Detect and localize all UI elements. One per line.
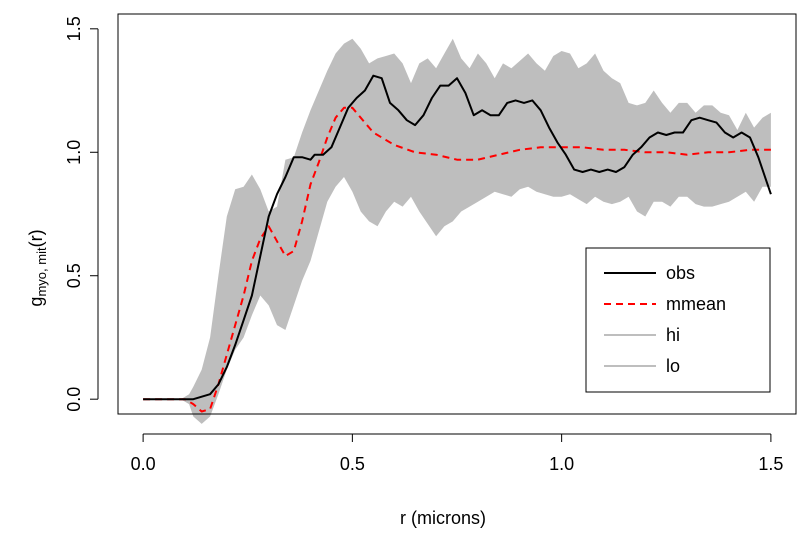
series-layer — [143, 74, 772, 413]
x-axis-label: r (microns) — [400, 508, 486, 528]
x-tick-label: 0.0 — [131, 454, 156, 474]
y-tick-label: 1.0 — [64, 140, 84, 165]
y-axis-label-subscript: myo, mit — [34, 247, 49, 297]
plot-frame — [117, 13, 797, 415]
x-axis: 0.0 0.5 1.0 1.5 — [131, 433, 783, 474]
series-line-obs — [143, 74, 772, 401]
envelope-band — [143, 38, 771, 424]
legend: obs mmean hi lo — [585, 247, 771, 393]
y-axis-label-main: g — [26, 297, 46, 307]
y-axis-label: gmyo, mit(r) — [26, 229, 49, 306]
y-tick-label: 0.5 — [64, 263, 84, 288]
series-line-mmean — [143, 106, 771, 413]
y-tick-label: 0.0 — [64, 387, 84, 412]
envelope-band-layer — [143, 38, 771, 424]
y-tick-label: 1.5 — [64, 16, 84, 41]
y-axis-label-suffix: (r) — [26, 229, 46, 247]
legend-label-lo: lo — [666, 356, 680, 376]
y-axis: 0.0 0.5 1.0 1.5 — [64, 16, 99, 412]
x-tick-label: 0.5 — [340, 454, 365, 474]
legend-label-obs: obs — [666, 263, 695, 283]
legend-label-hi: hi — [666, 325, 680, 345]
x-tick-label: 1.0 — [549, 454, 574, 474]
x-tick-label: 1.5 — [758, 454, 783, 474]
legend-label-mmean: mmean — [666, 294, 726, 314]
